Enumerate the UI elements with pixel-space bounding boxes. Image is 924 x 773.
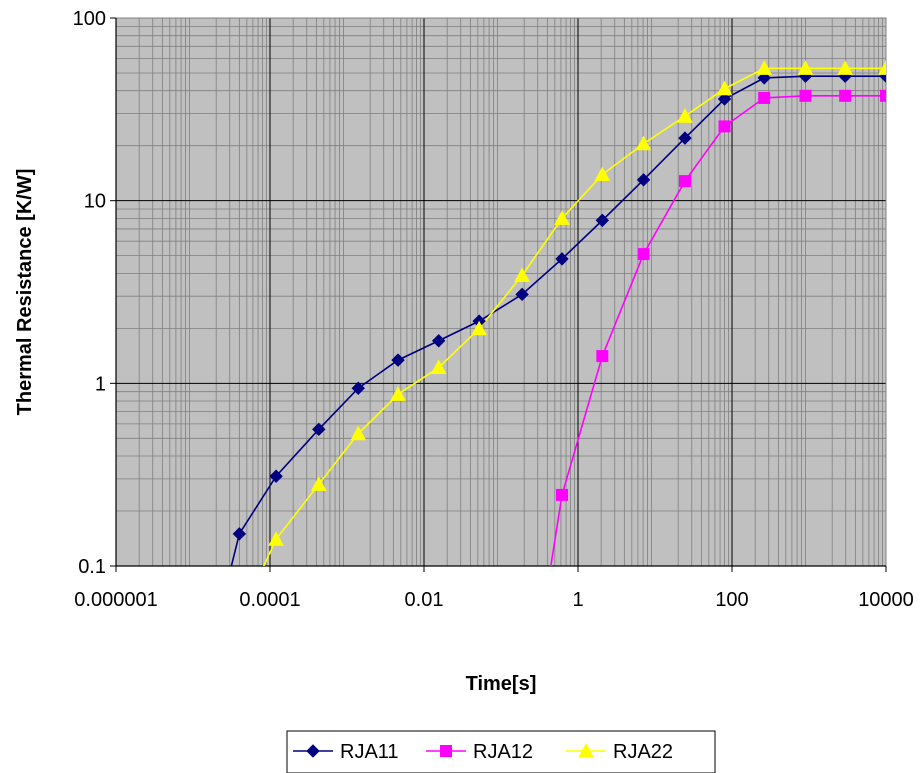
axes [110,17,887,572]
data-point-rja22 [635,135,652,151]
data-point-rja12 [556,488,569,501]
data-point-rja22 [878,60,886,75]
data-point-rja11 [757,71,771,85]
data-point-rja22 [554,210,570,225]
data-point-rja11 [678,131,692,145]
legend: RJA11 RJA12 RJA22 [286,730,716,773]
data-point-rja11 [431,334,446,348]
data-point-rja11 [515,287,529,302]
data-point-rja22 [430,359,447,375]
data-point-rja12 [678,175,691,188]
data-point-rja22 [837,60,854,75]
legend-marker-rja11 [306,744,320,758]
y-tick-label: 0.1 [78,556,106,578]
y-axis-title: Thermal Resistance [K/W] [14,169,36,416]
data-point-rja22 [350,425,367,441]
y-tick-label: 10 [84,191,106,213]
data-point-rja11 [595,213,610,228]
data-point-rja12 [758,91,771,104]
marker-layer [232,60,886,546]
data-point-rja12 [880,89,886,102]
x-tick-label: 1 [572,589,583,611]
y-tick-label: 100 [73,8,106,30]
major-gridlines [116,18,886,566]
x-tick-label: 10000 [858,589,914,611]
legend-label-rja11: RJA11 [340,741,399,763]
x-tick-label: 0.0001 [239,589,300,611]
data-point-rja22 [310,476,327,491]
data-point-rja11 [636,173,651,187]
legend-marker-rja12 [440,745,452,757]
data-point-rja11 [232,527,247,541]
x-tick-label: 100 [715,589,748,611]
data-point-rja11 [269,469,283,483]
data-point-rja22 [716,80,733,96]
data-point-rja22 [594,166,611,182]
data-point-rja11 [351,381,365,395]
data-point-rja12 [799,89,812,102]
data-point-rja12 [839,89,852,102]
data-point-rja11 [391,353,405,367]
x-axis-title: Time[s] [466,673,537,695]
data-point-rja22 [514,267,530,282]
x-tick-label: 0.01 [405,589,444,611]
data-point-rja12 [596,350,609,363]
legend-box [286,730,716,773]
data-point-rja22 [268,531,284,546]
data-point-rja11 [555,252,569,266]
x-tick-label: 0.000001 [74,589,157,611]
plot-area [116,18,886,566]
legend-marker-rja22 [578,742,594,758]
legend-label-rja12: RJA12 [473,741,533,763]
legend-label-rja22: RJA22 [613,741,673,763]
data-point-rja12 [637,248,650,261]
series-line-rja11 [230,75,886,566]
y-tick-label: 1 [95,373,106,395]
data-point-rja22 [797,60,814,75]
series-line-rja12 [550,95,886,566]
data-point-rja22 [677,108,693,123]
tick-labels: 0.000001 0.0001 0.01 1 100 10000 0.1 1 10 100 [73,8,914,611]
data-point-rja22 [390,386,406,401]
data-point-rja12 [718,120,731,133]
data-point-rja11 [312,422,326,437]
data-point-rja11 [717,92,732,106]
data-point-rja22 [756,60,773,75]
data-point-rja22 [471,320,487,336]
